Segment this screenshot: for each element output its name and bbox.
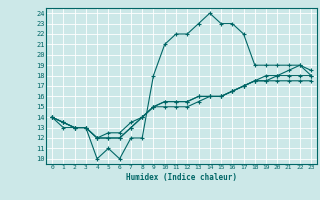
X-axis label: Humidex (Indice chaleur): Humidex (Indice chaleur) xyxy=(126,173,237,182)
